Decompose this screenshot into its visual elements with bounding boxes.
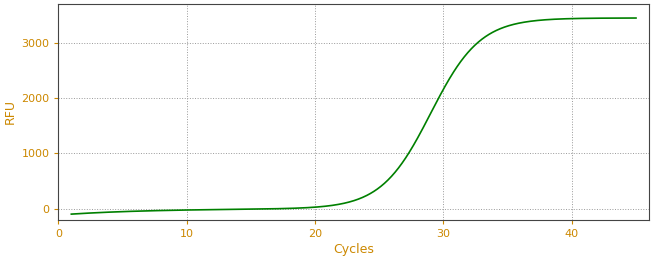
Y-axis label: RFU: RFU — [4, 99, 17, 124]
X-axis label: Cycles: Cycles — [333, 243, 374, 256]
